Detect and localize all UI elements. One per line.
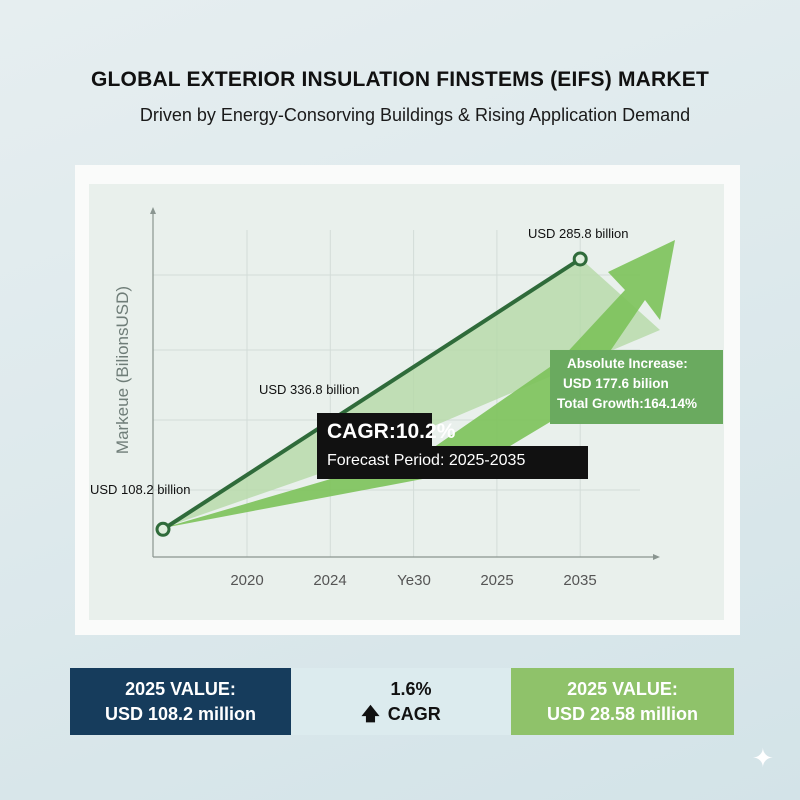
summary-left-title: 2025 VALUE: <box>125 678 236 699</box>
cagr-value: CAGR:10.2% <box>327 420 456 443</box>
absolute-increase-box: Absolute Increase: USD 177.6 bilion Tota… <box>550 350 723 424</box>
forecast-period: Forecast Period: 2025-2035 <box>327 452 526 469</box>
summary-right-card: 2025 VALUE: USD 28.58 million <box>511 668 734 735</box>
data-point <box>155 521 171 537</box>
total-growth: Total Growth:164.14% <box>557 396 698 411</box>
y-axis-label: Markeue (BilionsUSD) <box>113 285 132 455</box>
y-axis-arrow-icon <box>150 207 156 214</box>
data-label-mid: USD 336.8 billion <box>259 382 360 397</box>
series-line <box>161 257 582 531</box>
data-point <box>572 251 588 267</box>
increase-title: Absolute Increase: <box>567 356 688 371</box>
page-subtitle: Driven by Energy-Consorving Buildings & … <box>139 105 691 125</box>
data-label-start: USD 108.2 billion <box>90 482 191 497</box>
arrow-up-icon: 🡅 <box>361 703 380 724</box>
x-axis-arrow-icon <box>653 554 660 560</box>
x-tick-label: 2035 <box>563 572 597 589</box>
x-tick-label: Ye30 <box>397 572 431 589</box>
cagr-box-bottom <box>317 446 588 479</box>
data-label-end: USD 285.8 billion <box>528 226 629 241</box>
summary-right-value: USD 28.58 million <box>546 703 699 724</box>
x-tick-label: 2020 <box>230 572 264 589</box>
summary-left-card: 2025 VALUE: USD 108.2 million <box>70 668 291 735</box>
page-title: GLOBAL EXTERIOR INSULATION FINSTEMS (EIF… <box>90 68 710 91</box>
summary-cagr-label: CAGR <box>387 703 441 724</box>
sparkle-icon: ✦ <box>752 743 774 773</box>
growth-area <box>163 258 660 528</box>
summary-left-value: USD 108.2 million <box>104 703 257 724</box>
x-tick-label: 2025 <box>480 572 514 589</box>
summary-cagr-value: 1.6% <box>390 678 432 699</box>
summary-right-title: 2025 VALUE: <box>567 678 678 699</box>
x-tick-label: 2024 <box>313 572 347 589</box>
summary-center-card: 1.6% 🡅 CAGR <box>291 668 511 735</box>
increase-value: USD 177.6 bilion <box>563 376 669 391</box>
